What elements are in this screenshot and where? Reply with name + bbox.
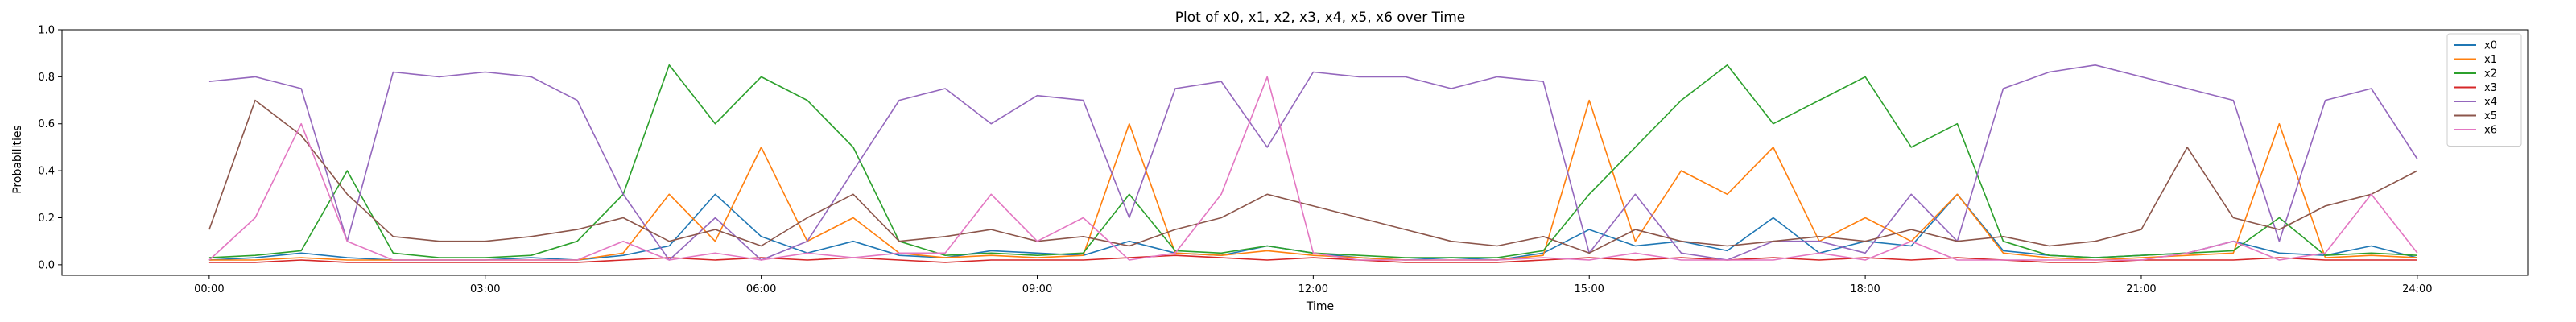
legend-label-x4: x4: [2484, 97, 2497, 109]
legend-label-x2: x2: [2484, 68, 2497, 80]
plot-area: [208, 64, 2418, 263]
legend-label-x0: x0: [2484, 40, 2497, 52]
legend-label-x5: x5: [2484, 110, 2497, 122]
legend-label-x6: x6: [2484, 125, 2497, 137]
series-line-x4: [208, 64, 2418, 261]
x-tick-label: 09:00: [1022, 283, 1052, 295]
y-tick-label: 0.8: [38, 72, 55, 84]
series-line-x5: [208, 99, 2418, 254]
x-tick-label: 21:00: [2126, 283, 2156, 295]
y-tick-label: 1.0: [38, 25, 55, 37]
legend-label-x3: x3: [2484, 82, 2497, 94]
axes-frame: [61, 29, 2529, 276]
x-tick-label: 12:00: [1298, 283, 1328, 295]
y-tick-label: 0.0: [38, 259, 55, 271]
y-axis-title: Probabilities: [11, 125, 24, 194]
series-line-x6: [208, 76, 2418, 261]
legend-box: [2446, 33, 2522, 147]
x-tick-label: 24:00: [2402, 283, 2432, 295]
x-tick-label: 06:00: [746, 283, 776, 295]
x-tick-label: 15:00: [1574, 283, 1604, 295]
y-tick-label: 0.4: [38, 166, 55, 178]
axes: 00:00 03:00 06:00 09:00 12:00 15:00 18:00 21:00…: [38, 25, 2529, 295]
chart-title: Plot of x0, x1, x2, x3, x4, x5, x6 over …: [1175, 10, 1466, 26]
x-tick-label: 00:00: [194, 283, 224, 295]
x-axis-title: Time: [1306, 300, 1334, 313]
series-line-x3: [208, 254, 2417, 263]
y-tick-label: 0.2: [38, 213, 55, 225]
x-tick-label: 18:00: [1850, 283, 1880, 295]
legend-label-x1: x1: [2484, 54, 2497, 66]
x-tick-label: 03:00: [470, 283, 500, 295]
y-tick-label: 0.6: [38, 118, 55, 130]
